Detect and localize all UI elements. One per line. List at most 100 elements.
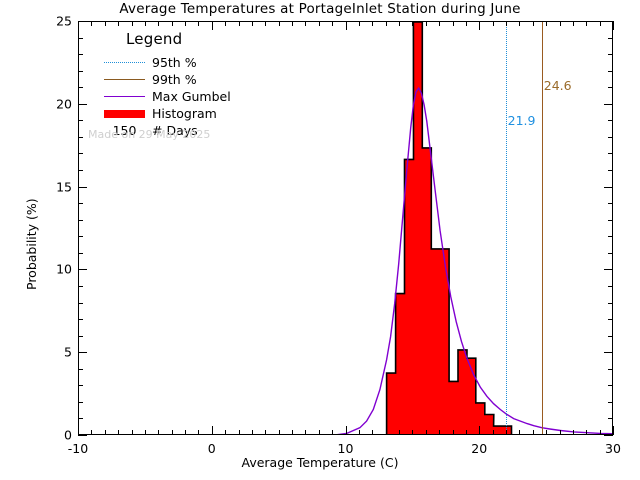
x-axis-tick: [586, 21, 588, 26]
legend-item-label: 99th %: [152, 72, 197, 87]
x-axis-tick: [265, 21, 267, 26]
y-axis-tick: [608, 219, 613, 221]
x-axis-tick: [318, 21, 320, 26]
x-axis-tick: [305, 21, 307, 26]
histogram-bar: [422, 147, 432, 434]
y-axis-tick-label: 15: [56, 179, 72, 195]
x-axis-tick: [572, 430, 574, 435]
y-axis-tick: [608, 319, 613, 321]
y-axis-tick: [608, 285, 613, 287]
y-axis-tick: [608, 236, 613, 238]
x-axis-tick: [292, 21, 293, 26]
histogram-bar: [404, 159, 414, 434]
x-axis-label: Average Temperature (C): [241, 455, 399, 470]
x-axis-tick: [171, 21, 173, 26]
x-axis-tick-label: 30: [605, 441, 621, 456]
x-axis-tick: [91, 430, 93, 435]
x-axis-tick: [613, 21, 614, 30]
x-axis-tick: [372, 21, 374, 26]
histogram-bar: [440, 248, 450, 434]
x-axis-tick: [412, 430, 414, 435]
x-axis-tick: [225, 21, 227, 26]
y-axis-tick-label: 5: [64, 344, 72, 360]
histogram-bar: [449, 381, 459, 434]
x-axis-tick: [465, 430, 467, 435]
dotted-line-icon: [104, 56, 145, 70]
histogram-bar: [475, 402, 485, 434]
x-axis-tick: [358, 430, 360, 435]
x-axis-tick: [158, 430, 160, 435]
y-axis-tick: [78, 435, 87, 436]
histogram-bar: [502, 426, 512, 434]
y-axis-tick: [78, 335, 83, 337]
histogram-bar: [484, 414, 494, 434]
x-axis-tick: [439, 430, 441, 435]
x-axis-tick: [439, 21, 441, 26]
x-axis-tick: [131, 430, 133, 435]
x-axis-tick: [251, 430, 253, 435]
y-axis-tick: [78, 352, 87, 354]
x-axis-tick: [78, 426, 79, 435]
y-axis-tick: [78, 319, 83, 321]
legend-item-histogram: Histogram: [104, 105, 319, 122]
x-axis-tick: [158, 21, 160, 26]
y-axis-tick: [78, 219, 83, 221]
x-axis-tick: [118, 21, 120, 26]
x-axis-tick: [559, 430, 561, 435]
y-axis-tick: [608, 368, 613, 370]
y-axis-tick: [608, 136, 613, 138]
legend: Legend 95th % 99th % Max Gumbel Histogra…: [104, 30, 319, 139]
legend-item-label: Max Gumbel: [152, 89, 231, 104]
x-axis-tick: [251, 21, 253, 26]
histogram-bar: [386, 373, 396, 434]
y-axis-tick: [78, 186, 87, 188]
x-axis-tick: [131, 21, 133, 26]
legend-item-label: Histogram: [152, 106, 217, 121]
x-axis-tick: [211, 426, 213, 435]
percentile-label-95: 21.9: [507, 113, 536, 128]
x-axis-tick: [185, 21, 186, 26]
x-axis-tick: [425, 430, 427, 435]
y-axis-tick: [78, 103, 87, 105]
y-axis-tick: [78, 70, 83, 72]
max-gumbel-curve: [336, 86, 612, 434]
bar-swatch-icon: [104, 107, 145, 121]
y-axis-tick: [78, 153, 83, 155]
y-axis-tick: [78, 269, 87, 271]
x-axis-tick: [399, 21, 400, 26]
y-axis-tick: [604, 21, 613, 22]
y-axis-tick: [604, 186, 613, 188]
y-axis-tick: [608, 170, 613, 172]
x-axis-tick: [546, 21, 548, 26]
percentile-label-99: 24.6: [543, 78, 572, 93]
x-axis-tick: [318, 430, 320, 435]
x-axis-tick: [506, 21, 507, 26]
y-axis-tick-label: 0: [64, 427, 72, 443]
x-axis-tick: [278, 21, 280, 26]
x-axis-tick-label: -10: [67, 441, 89, 456]
plot-area: [78, 21, 613, 435]
x-axis-tick: [345, 21, 347, 30]
x-axis-tick: [292, 430, 293, 435]
x-axis-tick: [519, 430, 521, 435]
y-axis-tick: [78, 368, 83, 370]
x-axis-tick: [211, 21, 213, 30]
x-axis-tick: [144, 21, 146, 26]
histogram-bar: [466, 358, 476, 434]
y-axis-tick: [608, 385, 613, 387]
x-axis-tick: [345, 426, 347, 435]
y-axis-tick: [78, 236, 83, 238]
y-axis-tick: [608, 252, 613, 254]
x-axis-tick: [385, 21, 387, 26]
x-axis-tick: [265, 430, 267, 435]
y-axis-tick: [604, 103, 613, 105]
y-axis-tick: [78, 385, 83, 387]
histogram-bar: [493, 426, 503, 434]
y-axis-tick-label: 25: [56, 13, 72, 29]
y-axis-tick: [78, 170, 83, 172]
y-axis-tick: [78, 136, 83, 138]
legend-item-days: 150 # Days: [104, 122, 319, 139]
solid-line-icon: [104, 73, 145, 87]
x-axis-tick: [185, 430, 186, 435]
